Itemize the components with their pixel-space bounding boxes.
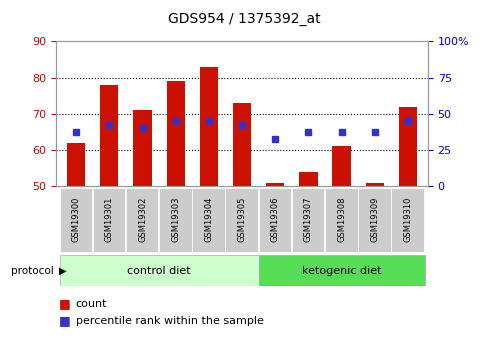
Text: GSM19302: GSM19302 xyxy=(138,197,147,242)
Text: control diet: control diet xyxy=(127,266,190,276)
Bar xyxy=(299,172,317,186)
Point xyxy=(105,122,113,127)
Bar xyxy=(325,188,357,252)
Point xyxy=(72,129,80,135)
Text: GSM19303: GSM19303 xyxy=(171,197,180,242)
Bar xyxy=(225,188,258,252)
Bar xyxy=(232,103,251,186)
Text: ketogenic diet: ketogenic diet xyxy=(301,266,381,276)
Bar xyxy=(258,188,290,252)
Point xyxy=(271,136,279,142)
Point xyxy=(337,129,345,135)
Point xyxy=(204,118,212,124)
Text: ■: ■ xyxy=(59,297,70,310)
Point xyxy=(370,129,378,135)
Point xyxy=(171,118,179,124)
Bar xyxy=(390,188,423,252)
Text: GSM19305: GSM19305 xyxy=(237,197,246,242)
Bar xyxy=(332,146,350,186)
Bar xyxy=(398,107,416,186)
Text: GDS954 / 1375392_at: GDS954 / 1375392_at xyxy=(168,12,320,26)
Bar xyxy=(159,188,191,252)
Text: GSM19300: GSM19300 xyxy=(72,197,81,242)
Bar xyxy=(60,255,258,286)
Bar xyxy=(357,188,390,252)
Bar xyxy=(93,188,125,252)
Point xyxy=(138,126,146,131)
Point xyxy=(403,118,411,124)
Text: count: count xyxy=(76,299,107,308)
Text: GSM19308: GSM19308 xyxy=(336,197,346,242)
Bar xyxy=(67,143,85,186)
Text: protocol: protocol xyxy=(11,266,54,276)
Bar xyxy=(192,188,224,252)
Bar xyxy=(100,85,118,186)
Text: GSM19304: GSM19304 xyxy=(204,197,213,242)
Bar xyxy=(291,188,324,252)
Text: ■: ■ xyxy=(59,314,70,327)
Bar xyxy=(166,81,184,186)
Bar xyxy=(199,67,218,186)
Text: GSM19301: GSM19301 xyxy=(104,197,114,242)
Text: GSM19307: GSM19307 xyxy=(304,197,312,242)
Text: percentile rank within the sample: percentile rank within the sample xyxy=(76,316,263,326)
Text: ▶: ▶ xyxy=(59,266,66,276)
Text: GSM19306: GSM19306 xyxy=(270,197,279,242)
Point xyxy=(238,122,245,127)
Point xyxy=(304,129,312,135)
Bar xyxy=(60,188,92,252)
Bar xyxy=(258,255,424,286)
Text: GSM19310: GSM19310 xyxy=(403,197,411,242)
Bar xyxy=(365,183,383,186)
Text: GSM19309: GSM19309 xyxy=(369,197,379,242)
Bar xyxy=(133,110,151,186)
Bar xyxy=(265,183,284,186)
Bar xyxy=(125,188,158,252)
